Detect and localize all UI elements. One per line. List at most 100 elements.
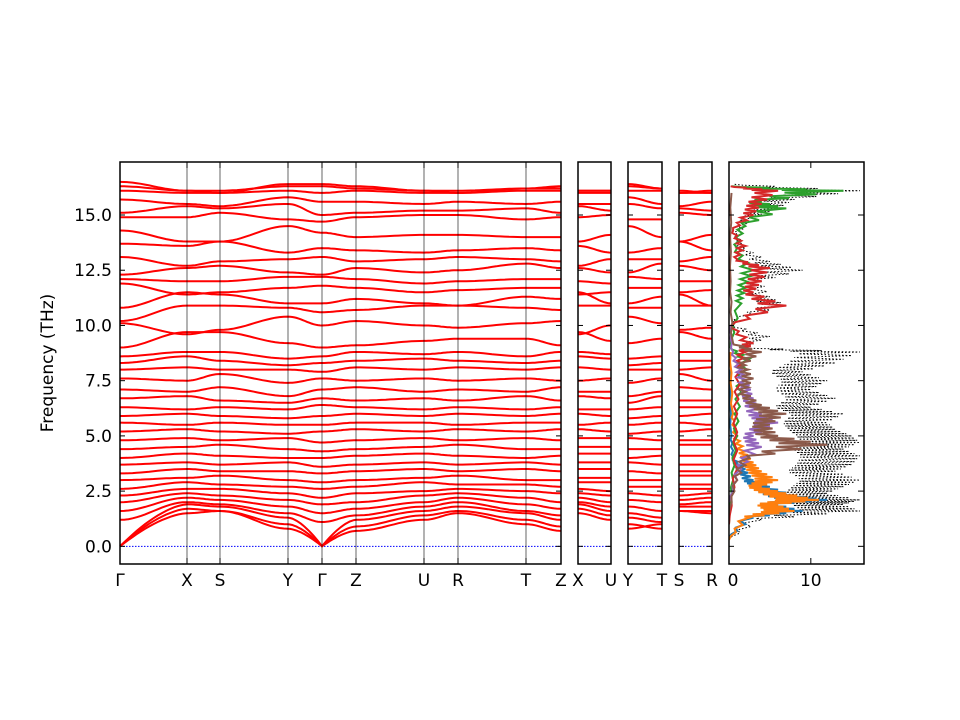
band-line <box>628 275 663 281</box>
k-point-label: T <box>656 571 668 591</box>
band-line <box>119 315 562 336</box>
k-point-label: Z <box>555 571 567 591</box>
band-line <box>120 366 561 373</box>
band-line <box>120 275 561 285</box>
band-line <box>679 386 712 391</box>
k-point-label: R <box>706 571 718 591</box>
band-line <box>627 470 662 475</box>
band-line <box>627 498 663 504</box>
band-line <box>678 421 712 426</box>
k-point-label: X <box>572 571 584 591</box>
y-tick-label: 12.5 <box>74 261 112 281</box>
band-line <box>628 262 663 274</box>
band-line <box>120 372 562 384</box>
band-line <box>628 454 662 459</box>
band-line <box>119 196 561 208</box>
band-line <box>119 452 561 459</box>
band-line <box>627 523 663 530</box>
band-line <box>120 468 561 475</box>
band-line <box>119 507 562 548</box>
band-line <box>120 395 561 404</box>
band-line <box>119 421 561 426</box>
band-line <box>120 428 561 435</box>
y-tick-label: 2.5 <box>85 482 112 502</box>
panel-frame <box>577 161 612 565</box>
band-line <box>120 437 561 444</box>
band-line <box>627 225 663 239</box>
band-line <box>119 180 561 194</box>
band-line <box>628 512 662 519</box>
band-line <box>679 233 713 243</box>
k-point-label: T <box>520 571 532 591</box>
k-point-label: S <box>215 571 226 591</box>
k-point-label: S <box>674 571 685 591</box>
band-line <box>577 512 611 521</box>
band-line <box>578 503 612 512</box>
band-line <box>627 295 663 305</box>
band-line <box>679 428 712 433</box>
partial-dos-line <box>729 192 828 514</box>
band-line <box>678 293 713 307</box>
y-tick-label: 5.0 <box>85 427 112 447</box>
band-line <box>628 337 662 345</box>
band-line <box>578 492 611 497</box>
band-line <box>577 258 612 267</box>
band-line <box>628 505 663 512</box>
band-line <box>577 395 611 400</box>
panel-frame <box>119 161 562 565</box>
y-tick-label: 10.0 <box>74 316 112 336</box>
band-line <box>679 492 712 497</box>
band-line <box>577 291 612 305</box>
k-point-label: U <box>418 571 430 591</box>
band-line <box>627 247 663 254</box>
band-line <box>628 430 662 435</box>
band-line <box>577 267 611 274</box>
y-axis-label: Frequency (THz) <box>38 294 58 433</box>
band-line <box>678 373 713 382</box>
dos-layer <box>729 183 860 541</box>
band-line <box>628 355 662 360</box>
band-line <box>627 377 662 384</box>
band-line <box>119 203 561 216</box>
band-line <box>120 211 561 223</box>
band-line <box>120 386 561 398</box>
band-line <box>627 315 662 325</box>
band-line <box>119 496 562 515</box>
band-line <box>578 214 611 219</box>
band-line <box>120 487 561 499</box>
band-line <box>628 390 663 398</box>
band-line <box>577 496 612 504</box>
band-line <box>628 437 662 442</box>
band-line <box>679 366 712 371</box>
band-line <box>119 492 562 506</box>
band-line <box>577 377 611 382</box>
band-line <box>120 185 561 194</box>
band-line <box>120 461 561 468</box>
panel-frame <box>627 161 663 565</box>
band-line <box>119 225 561 243</box>
band-line <box>578 351 612 356</box>
k-point-label: Γ <box>317 571 327 591</box>
band-line <box>119 501 561 523</box>
band-line <box>679 207 712 212</box>
panel-frame <box>678 161 713 565</box>
y-tick-label: 15.0 <box>74 206 112 226</box>
band-line <box>119 510 562 548</box>
band-line <box>119 256 561 267</box>
band-line <box>120 443 561 453</box>
band-line <box>578 291 611 296</box>
band-line <box>627 395 663 404</box>
band-line <box>577 244 612 254</box>
band-line <box>578 355 611 360</box>
band-line <box>577 324 611 336</box>
band-line <box>679 211 712 216</box>
axes-layer: Γ X S Y Γ Z U R T Z X U Y T S R0.02.55.07.510.012.515.0… <box>74 161 865 591</box>
band-line <box>578 421 612 426</box>
k-point-label: X <box>181 571 193 591</box>
total-dos-line <box>729 183 860 541</box>
band-line <box>120 240 562 254</box>
band-line <box>578 205 611 212</box>
band-line <box>120 412 561 420</box>
band-line <box>578 487 611 493</box>
band-line <box>119 503 561 548</box>
